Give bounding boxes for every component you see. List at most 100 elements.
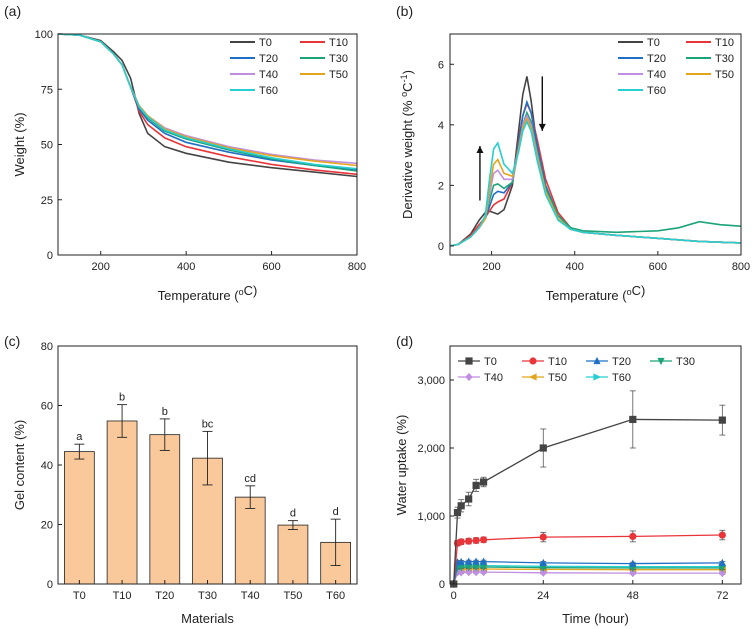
superscript: o (627, 287, 632, 297)
uptake-point-T40 (480, 568, 488, 577)
uptake-ytick-label: 2,000 (417, 443, 445, 455)
tga-ytick-label: 0 (47, 250, 53, 262)
uptake-plot-frame (449, 345, 742, 585)
uptake-point-T20 (539, 558, 547, 566)
uptake-point-T10 (457, 538, 465, 546)
uptake-legend-marker (528, 373, 537, 381)
tga-ytick-label: 100 (35, 29, 53, 41)
tga-xtick-label: 200 (92, 261, 110, 273)
uptake-legend-label: T10 (548, 356, 567, 368)
tga-legend-label: T60 (259, 85, 278, 97)
panel-a-tga-chart: 200 400 600 800 0 25 50 75 100 Temperature (oC) We… (12, 29, 366, 303)
gel-significance-letter: a (76, 431, 83, 443)
uptake-point-T40 (465, 568, 473, 577)
panel-d-water-uptake-chart: 0 24 48 72 0 1,000 2,000 3,000 Time (hour) Water … (394, 345, 742, 626)
gel-bar-T40 (234, 496, 266, 585)
tga-legend-label: T30 (329, 53, 348, 65)
uptake-point-T40 (539, 568, 547, 577)
uptake-point-T30 (472, 563, 480, 572)
uptake-point-T10 (479, 536, 488, 544)
panel-b-label: (b) (396, 3, 413, 19)
uptake-point-T20 (629, 559, 637, 567)
gel-xtick-label: T60 (326, 590, 345, 602)
tga-legend-label: T50 (329, 69, 348, 81)
panel-c-gel-content-chart: a T0 b T10 b T20 bc T30 cd T40 d T50 d T60 0 20 40 60 80 Ma… (12, 341, 358, 626)
uptake-point-T20 (718, 558, 726, 566)
uptake-legend-marker (529, 357, 537, 365)
tga-xlabel: Temperature (oC) (158, 283, 258, 303)
dtg-xtick-label: 600 (649, 261, 667, 273)
gel-ytick-label: 20 (41, 520, 53, 532)
gel-significance-letter: bc (202, 418, 214, 430)
uptake-point-T40 (472, 568, 480, 577)
tga-xtick-label: 600 (262, 261, 280, 273)
dtg-xtick-label: 200 (482, 261, 500, 273)
uptake-point-T0 (457, 502, 465, 510)
gel-significance-letter: b (119, 392, 125, 404)
uptake-point-T30 (465, 563, 473, 572)
uptake-legend-marker (465, 357, 473, 365)
uptake-legend-label: T60 (612, 372, 631, 384)
dtg-xtick-label: 400 (566, 261, 584, 273)
uptake-legend-label: T50 (548, 372, 567, 384)
uptake-ytick-label: 1,000 (417, 511, 445, 523)
dtg-legend-label: T10 (715, 37, 734, 49)
gel-xtick-label: T0 (73, 590, 86, 602)
uptake-xtick-label: 48 (627, 590, 639, 602)
uptake-legend-marker (593, 356, 601, 365)
gel-xtick-label: T40 (241, 590, 260, 602)
uptake-xtick-label: 0 (451, 590, 457, 602)
uptake-legend-label: T30 (676, 356, 695, 368)
dtg-series-T30 (449, 110, 742, 247)
uptake-point-T0 (453, 509, 462, 517)
gel-bar-T50 (277, 524, 309, 585)
uptake-point-T10 (629, 532, 637, 541)
tga-legend-label: T0 (259, 37, 272, 49)
gel-significance-letter: cd (244, 473, 256, 485)
gel-bar-T0 (64, 451, 95, 585)
gel-ytick-label: 80 (41, 341, 53, 353)
tga-legend-label: T40 (259, 69, 278, 81)
tga-ytick-label: 50 (41, 140, 53, 152)
dtg-plot-frame (449, 33, 742, 256)
gel-xtick-label: T10 (113, 590, 132, 602)
uptake-ylabel: Water uptake (%) (394, 415, 409, 516)
label-segment: C) (244, 283, 258, 298)
gel-significance-letter: d (290, 508, 296, 520)
label-segment: ) (400, 70, 415, 74)
tga-ytick-label: 75 (41, 84, 53, 96)
uptake-point-T0 (539, 444, 547, 452)
uptake-point-T10 (465, 537, 473, 545)
superscript: o (399, 92, 409, 97)
label-segment: C (400, 82, 415, 91)
dtg-series-T40 (449, 113, 742, 247)
gel-xlabel: Materials (181, 611, 234, 626)
uptake-xtick-label: 72 (716, 590, 728, 602)
label-segment: Temperature ( (546, 288, 628, 303)
gel-ytick-label: 0 (47, 579, 53, 591)
tga-series-T0 (57, 33, 358, 178)
gel-xtick-label: T20 (155, 590, 174, 602)
gel-ylabel: Gel content (%) (12, 420, 27, 510)
gel-ytick-label: 60 (41, 401, 53, 413)
dtg-legend-label: T30 (715, 53, 734, 65)
uptake-point-T10 (718, 531, 726, 539)
uptake-series-T10 (453, 534, 723, 585)
dtg-legend-label: T0 (647, 37, 660, 49)
dtg-ytick-label: 6 (438, 59, 444, 71)
uptake-series-T0 (453, 418, 723, 585)
gel-significance-letter: d (333, 506, 339, 518)
gel-xtick-label: T50 (283, 590, 302, 602)
tga-legend-label: T20 (259, 53, 278, 65)
uptake-legend-label: T40 (484, 372, 503, 384)
dtg-series-T0 (449, 76, 742, 247)
uptake-point-T20 (472, 557, 480, 565)
superscript: o (239, 287, 244, 297)
uptake-point-T0 (472, 481, 480, 489)
uptake-legend-marker (465, 372, 473, 382)
panel-d-label: (d) (396, 333, 413, 349)
uptake-series-T40 (453, 571, 723, 585)
uptake-point-T0 (629, 415, 637, 424)
